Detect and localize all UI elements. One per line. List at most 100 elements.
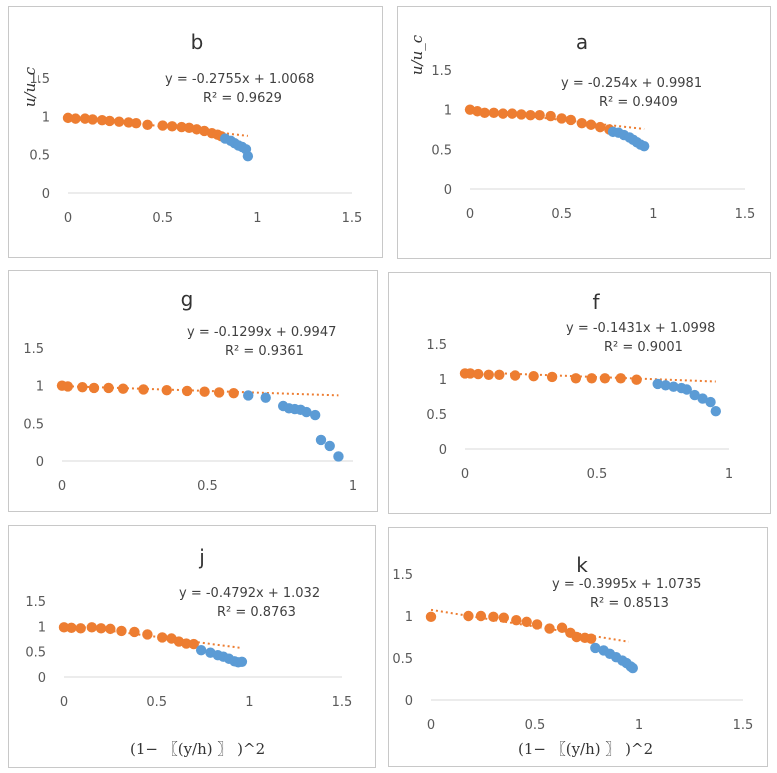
data-point-fit: [142, 119, 153, 130]
data-point-other: [652, 378, 663, 390]
y-tick-label: 1: [444, 104, 452, 119]
data-point-other: [260, 392, 271, 403]
trend-equation: y = -0.1299x + 0.9947: [187, 325, 336, 340]
data-point-fit: [129, 626, 140, 638]
y-tick-label: 0: [444, 183, 452, 198]
data-point-fit: [473, 368, 484, 380]
data-point-fit: [66, 622, 77, 634]
data-point-fit: [181, 385, 193, 397]
data-point-fit: [497, 108, 509, 119]
data-point-fit: [479, 107, 490, 119]
data-point-fit: [113, 116, 125, 127]
data-point-other: [333, 451, 344, 462]
y-tick-label: 0: [439, 443, 447, 458]
chart-g-svg: g 0 0.5 1 1.5 0 0.5 1 y = -0.1299x + 0.9947 R² = …: [23, 287, 357, 494]
x-tick-label: 0.5: [525, 718, 546, 733]
chart-f-svg: f 0 0.5 1 1.5 0 0.5 1 y = -0.1431x + 1.0998 R² = …: [426, 290, 733, 482]
chart-k-svg: k 0 0.5 1 1.5 0 0.5 1 1.5 y = -0.3995x + 1.0735 R²…: [392, 553, 753, 733]
data-point-fit: [166, 121, 178, 132]
data-point-fit: [525, 110, 536, 121]
data-point-fit: [123, 117, 134, 128]
y-tick-label: 1: [439, 373, 447, 388]
data-point-fit: [494, 369, 505, 380]
data-point-fit: [70, 113, 81, 124]
trend-r-squared: R² = 0.9409: [599, 95, 678, 110]
trend-equation: y = -0.1431x + 1.0998: [566, 321, 715, 336]
x-tick-label: 0: [58, 479, 66, 494]
x-tick-label: 1.5: [342, 211, 363, 226]
chart-title: g: [181, 287, 194, 311]
data-point-fit: [181, 638, 192, 649]
data-point-fit: [79, 113, 91, 124]
trend-equation: y = -0.254x + 0.9981: [561, 76, 702, 91]
data-point-fit: [516, 109, 527, 120]
y-tick-label: 0: [405, 694, 413, 709]
trend-equation: y = -0.3995x + 1.0735: [552, 577, 701, 592]
data-point-fit: [157, 120, 168, 131]
x-tick-label: 0.5: [587, 467, 608, 482]
x-tick-label: 1.5: [332, 695, 353, 710]
x-axis-label-k: (1− 〖(y/h) 〗 )^2: [518, 740, 654, 758]
data-point-fit: [475, 610, 487, 622]
data-point-fit: [142, 629, 153, 640]
data-point-fit: [585, 633, 597, 644]
data-point-fit: [176, 121, 187, 133]
data-point-other: [705, 396, 716, 408]
y-tick-label: 0.5: [23, 417, 44, 432]
x-tick-label: 0.5: [551, 207, 572, 222]
chart-j-svg: j 0 0.5 1 1.5 0 0.5 1 1.5 y = -0.4792x + 1.032 R² …: [25, 545, 353, 710]
data-point-other: [689, 389, 700, 401]
data-point-fit: [631, 374, 642, 385]
x-tick-label: 1: [635, 718, 643, 733]
data-point-fit: [116, 625, 127, 637]
data-point-fit: [586, 373, 597, 384]
data-point-other: [301, 406, 312, 418]
data-point-fit: [465, 368, 476, 379]
data-point-other: [309, 409, 321, 421]
y-tick-label: 1.5: [29, 72, 50, 87]
y-tick-label: 1.5: [426, 338, 447, 353]
trend-r-squared: R² = 0.9001: [604, 340, 683, 355]
chart-a-svg: a 0 0.5 1 1.5 0 0.5 1 1.5 u/u_cy = -0.254x + 0.99…: [408, 30, 755, 222]
data-point-fit: [95, 623, 107, 634]
x-tick-label: 0: [64, 211, 72, 226]
chart-title: b: [191, 30, 204, 54]
x-tick-label: 0.5: [152, 211, 173, 226]
chart-panel-f: f 0 0.5 1 1.5 0 0.5 1 y = -0.1431x + 1.0998 R² = …: [388, 272, 771, 514]
data-point-fit: [545, 110, 556, 122]
data-point-fit: [488, 107, 500, 119]
chart-title: k: [576, 553, 588, 577]
chart-panel-k: k 0 0.5 1 1.5 0 0.5 1 1.5 y = -0.3995x + 1.0735 R²…: [388, 527, 768, 767]
y-tick-label: 1: [38, 620, 46, 635]
y-tick-label: 1: [36, 380, 44, 395]
chart-b-svg: b00.511.50 0.5 1 1.5u/u_c y = -0.2755x + 1.0…: [21, 30, 363, 226]
data-point-fit: [556, 113, 567, 124]
data-point-fit: [544, 623, 555, 634]
data-point-fit: [104, 115, 115, 127]
y-axis-label: u/u_c: [21, 66, 39, 107]
data-point-other: [668, 381, 679, 392]
data-point-fit: [188, 638, 199, 650]
y-tick-label: 0.5: [25, 646, 46, 661]
data-point-fit: [161, 384, 172, 396]
chart-title: a: [576, 30, 588, 54]
data-point-other: [236, 656, 248, 667]
data-point-fit: [599, 373, 611, 384]
y-tick-label: 1.5: [25, 595, 46, 610]
data-point-fit: [576, 117, 588, 129]
data-point-fit: [556, 622, 568, 633]
trend-r-squared: R² = 0.8763: [217, 605, 296, 620]
data-point-other: [242, 151, 254, 162]
y-tick-label: 0: [38, 671, 46, 686]
y-tick-label: 1.5: [392, 568, 413, 583]
x-tick-label: 0: [461, 467, 469, 482]
x-tick-label: 1: [725, 467, 733, 482]
data-point-fit: [199, 386, 210, 397]
x-axis-label-j: (1− 〖(y/h) 〗 )^2: [130, 740, 266, 758]
x-tick-label: 0: [60, 695, 68, 710]
data-point-other: [697, 393, 708, 404]
data-point-fit: [570, 373, 582, 384]
data-point-other: [638, 140, 650, 152]
data-point-other: [710, 406, 721, 417]
data-point-fit: [506, 108, 518, 119]
